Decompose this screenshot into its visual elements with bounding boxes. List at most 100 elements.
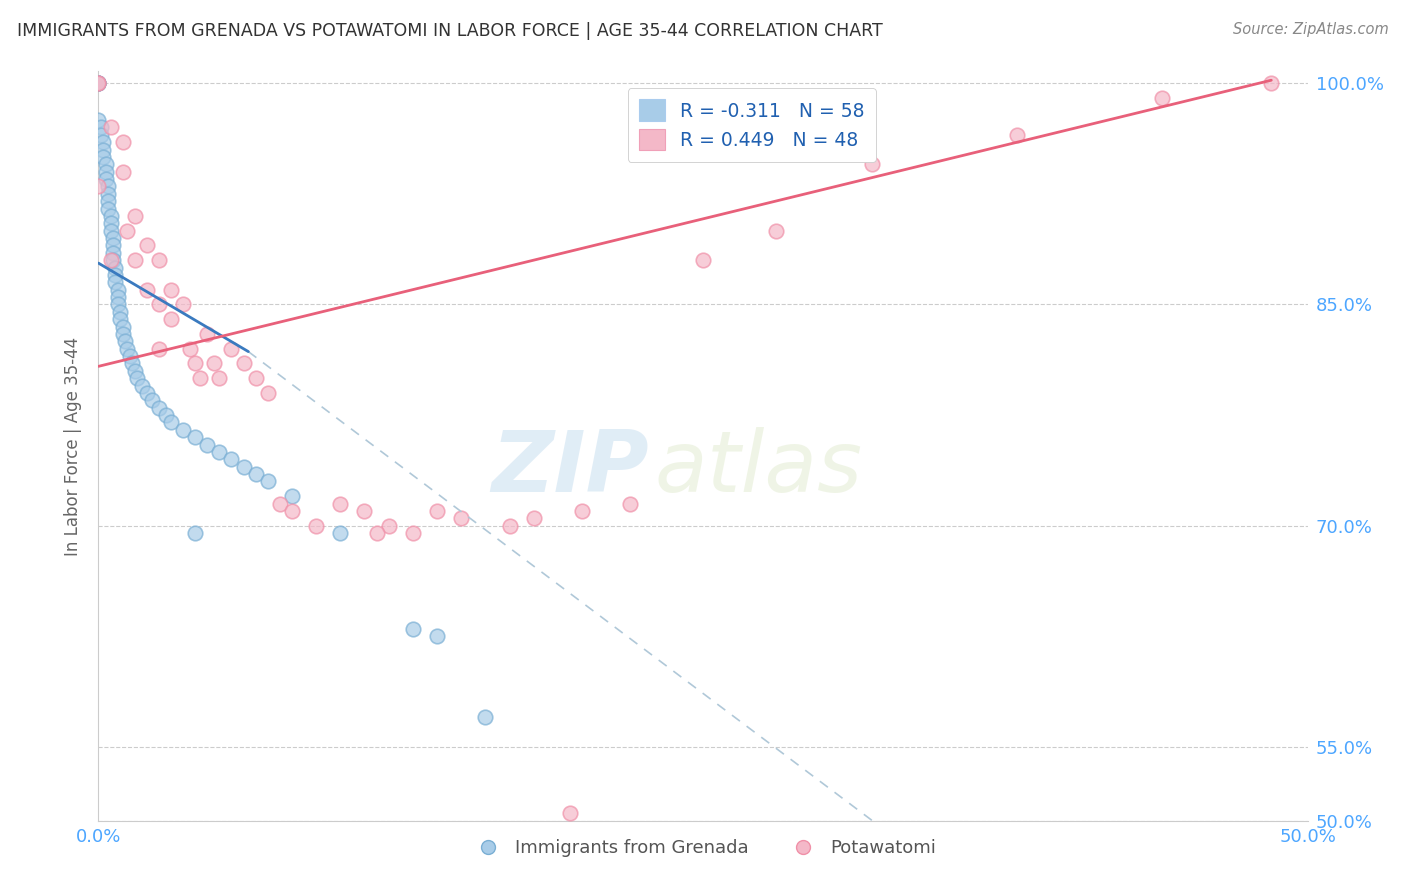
Point — [281, 504, 304, 518]
Text: ZIP: ZIP — [491, 427, 648, 510]
Point — [108, 305, 131, 319]
Point — [474, 710, 496, 724]
Point — [204, 356, 226, 370]
Point — [184, 430, 207, 444]
Point — [523, 511, 546, 525]
Point — [571, 504, 593, 518]
Text: IMMIGRANTS FROM GRENADA VS POTAWATOMI IN LABOR FORCE | AGE 35-44 CORRELATION CHA: IMMIGRANTS FROM GRENADA VS POTAWATOMI IN… — [17, 22, 883, 40]
Point — [111, 164, 134, 178]
Point — [160, 416, 183, 430]
Y-axis label: In Labor Force | Age 35-44: In Labor Force | Age 35-44 — [65, 336, 83, 556]
Point — [135, 385, 157, 400]
Point — [101, 231, 124, 245]
Legend: Immigrants from Grenada, Potawatomi: Immigrants from Grenada, Potawatomi — [463, 831, 943, 864]
Point — [117, 342, 139, 356]
Text: Source: ZipAtlas.com: Source: ZipAtlas.com — [1233, 22, 1389, 37]
Point — [87, 76, 110, 90]
Point — [221, 342, 243, 356]
Point — [87, 76, 110, 90]
Point — [90, 128, 112, 142]
Point — [118, 349, 141, 363]
Point — [94, 157, 117, 171]
Point — [91, 143, 114, 157]
Point — [195, 326, 218, 341]
Point — [208, 445, 231, 459]
Point — [90, 120, 112, 135]
Point — [87, 76, 110, 90]
Point — [124, 253, 146, 268]
Point — [87, 113, 110, 128]
Point — [87, 76, 110, 90]
Point — [188, 371, 211, 385]
Point — [87, 76, 110, 90]
Point — [329, 496, 352, 510]
Point — [860, 157, 883, 171]
Point — [426, 629, 449, 643]
Point — [450, 511, 472, 525]
Point — [104, 268, 127, 282]
Point — [160, 283, 183, 297]
Point — [100, 120, 122, 135]
Point — [208, 371, 231, 385]
Point — [107, 297, 129, 311]
Point — [366, 526, 388, 541]
Point — [104, 260, 127, 275]
Point — [179, 342, 201, 356]
Point — [195, 437, 218, 451]
Point — [87, 76, 110, 90]
Point — [256, 475, 278, 489]
Point — [269, 496, 291, 510]
Point — [101, 238, 124, 252]
Point — [172, 423, 194, 437]
Point — [91, 150, 114, 164]
Point — [104, 275, 127, 289]
Point — [131, 378, 153, 392]
Point — [1260, 76, 1282, 90]
Point — [184, 526, 207, 541]
Point — [160, 312, 183, 326]
Point — [1007, 128, 1029, 142]
Point — [692, 253, 714, 268]
Point — [100, 216, 122, 230]
Point — [305, 518, 328, 533]
Point — [111, 319, 134, 334]
Point — [148, 342, 170, 356]
Point — [426, 504, 449, 518]
Point — [148, 253, 170, 268]
Point — [245, 371, 267, 385]
Point — [232, 356, 254, 370]
Point — [97, 179, 120, 194]
Point — [100, 224, 122, 238]
Point — [135, 283, 157, 297]
Point — [124, 209, 146, 223]
Point — [107, 283, 129, 297]
Point — [172, 297, 194, 311]
Point — [232, 459, 254, 474]
Point — [353, 504, 375, 518]
Point — [97, 202, 120, 216]
Point — [100, 253, 122, 268]
Text: atlas: atlas — [655, 427, 863, 510]
Point — [97, 186, 120, 201]
Point — [91, 135, 114, 149]
Point — [148, 401, 170, 415]
Point — [256, 385, 278, 400]
Point — [155, 408, 177, 422]
Point — [135, 238, 157, 252]
Point — [184, 356, 207, 370]
Point — [101, 245, 124, 260]
Point — [221, 452, 243, 467]
Point — [141, 393, 163, 408]
Point — [97, 194, 120, 209]
Point — [124, 364, 146, 378]
Point — [111, 135, 134, 149]
Point — [114, 334, 136, 349]
Point — [111, 326, 134, 341]
Point — [108, 312, 131, 326]
Point — [498, 518, 520, 533]
Point — [1152, 91, 1174, 105]
Point — [377, 518, 399, 533]
Point — [402, 622, 425, 636]
Point — [245, 467, 267, 481]
Point — [107, 290, 129, 304]
